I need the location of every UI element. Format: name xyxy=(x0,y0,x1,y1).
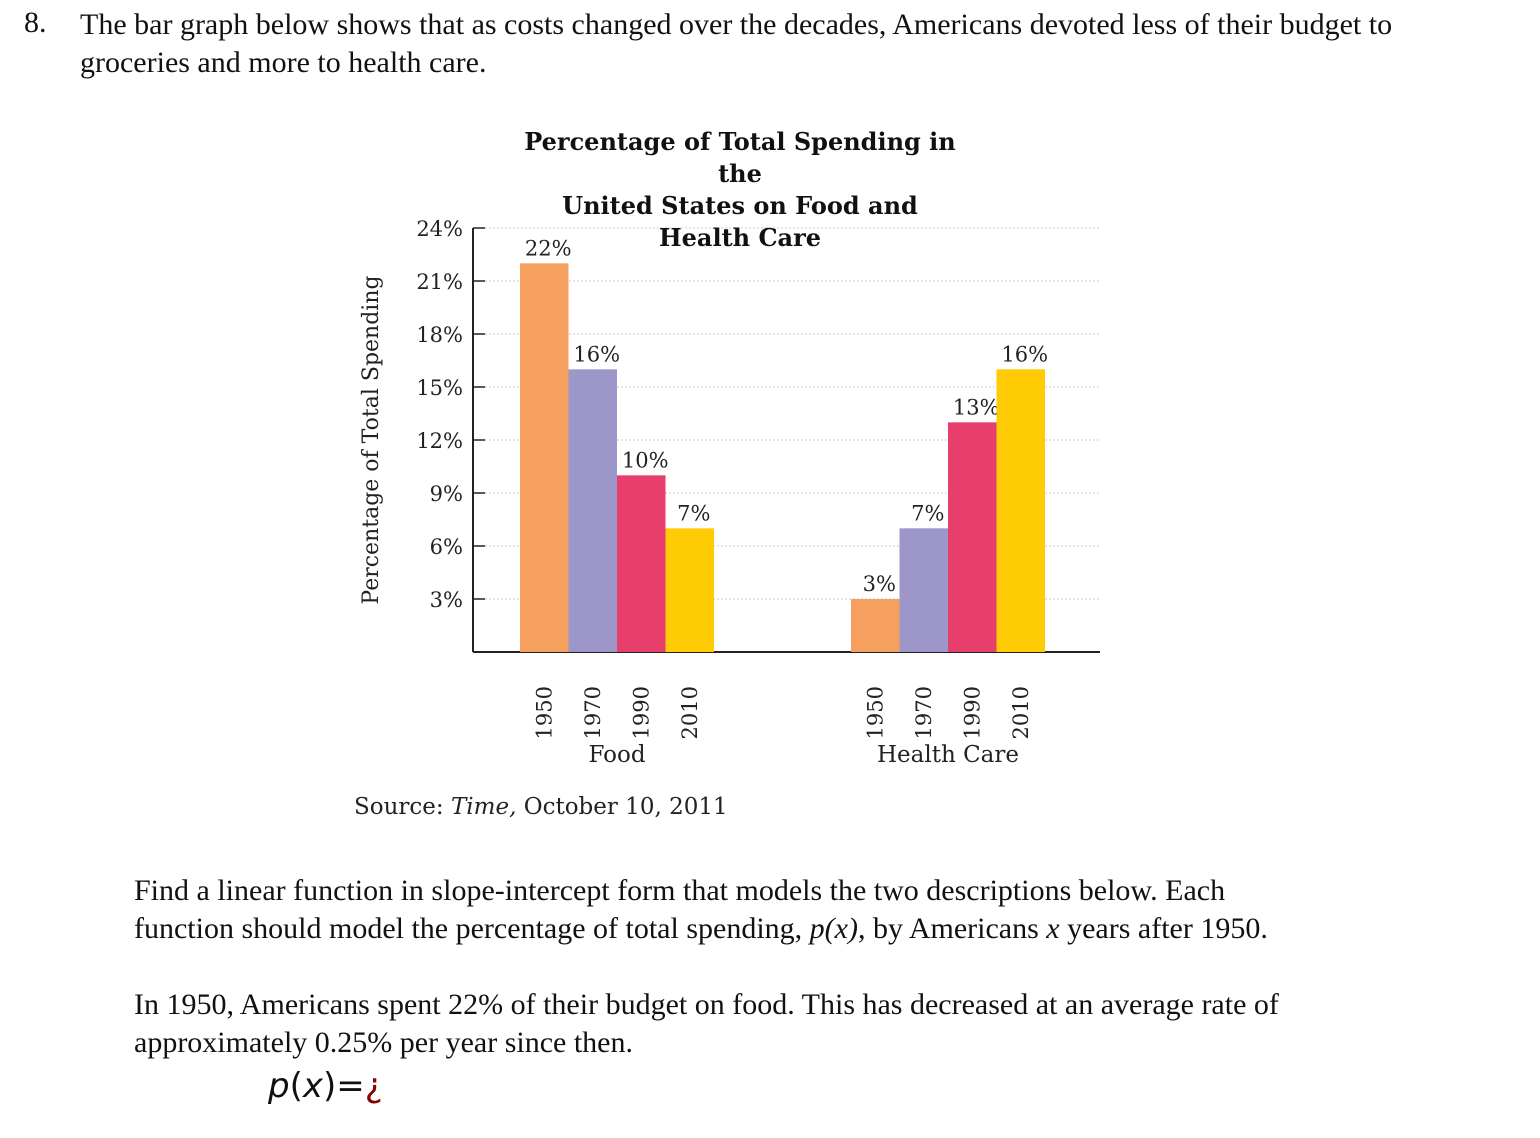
bar-value-label: 7% xyxy=(911,501,944,525)
food-description: In 1950, Americans spent 22% of their bu… xyxy=(134,986,1514,1062)
bar xyxy=(996,369,1045,652)
instructions-line2: function should model the percentage of … xyxy=(134,912,1268,945)
chart-plot: 24% 21% 18% 15% 12% 9% 6% 3% Percentage of Total… xyxy=(354,217,1100,820)
bar xyxy=(899,528,948,652)
bar-chart: Percentage of Total Spending in the Unit… xyxy=(340,120,1130,840)
x-tick-label: 1950 xyxy=(532,686,556,739)
y-tick-label: 24% xyxy=(416,217,463,241)
group-label: Health Care xyxy=(877,742,1019,768)
bar-value-label: 13% xyxy=(953,395,1000,419)
bar-value-label: 7% xyxy=(677,501,710,525)
bar-value-label: 3% xyxy=(863,572,896,596)
y-tick-label: 21% xyxy=(416,270,463,294)
function-notation: p(x) xyxy=(809,912,858,945)
answer-formula[interactable]: p(x)=¿ xyxy=(268,1066,383,1106)
x-tick-label: 1970 xyxy=(581,686,605,739)
x-tick-label: 1970 xyxy=(912,686,936,739)
question-number: 8. xyxy=(24,6,47,39)
x-tick-label: 1990 xyxy=(960,686,984,739)
instructions-line1: Find a linear function in slope-intercep… xyxy=(134,874,1226,907)
bar xyxy=(617,475,666,652)
answer-placeholder[interactable]: ¿ xyxy=(364,1066,383,1106)
chart-title-line1: Percentage of Total Spending in the xyxy=(524,127,956,188)
y-tick-label: 6% xyxy=(430,535,463,559)
chart-title: Percentage of Total Spending in the Unit… xyxy=(515,126,965,254)
y-tick-label: 12% xyxy=(416,429,463,453)
bar-value-label: 10% xyxy=(622,448,669,472)
bar xyxy=(520,263,569,652)
y-tick-label: 3% xyxy=(430,588,463,612)
variable-x: x xyxy=(1046,912,1060,945)
question-text: The bar graph below shows that as costs … xyxy=(80,8,1393,79)
instructions: Find a linear function in slope-intercep… xyxy=(134,872,1514,948)
formula-p: p xyxy=(268,1066,290,1106)
chart-title-line2: United States on Food and Health Care xyxy=(562,191,918,252)
bar xyxy=(665,528,714,652)
formula-x: x xyxy=(302,1066,323,1106)
description-line2: approximately 0.25% per year since then. xyxy=(134,1026,633,1059)
x-tick-label: 1990 xyxy=(629,686,653,739)
x-tick-label: 2010 xyxy=(1009,686,1033,739)
y-tick-label: 18% xyxy=(416,323,463,347)
bar xyxy=(568,369,617,652)
description-line1: In 1950, Americans spent 22% of their bu… xyxy=(134,988,1279,1021)
x-tick-label: 2010 xyxy=(678,686,702,739)
bar xyxy=(851,599,900,652)
bar-value-label: 16% xyxy=(573,342,620,366)
group-label: Food xyxy=(588,742,645,768)
x-tick-label: 1950 xyxy=(863,686,887,739)
y-axis-label: Percentage of Total Spending xyxy=(359,275,384,604)
y-tick-label: 15% xyxy=(416,376,463,400)
y-tick-label: 9% xyxy=(430,482,463,506)
bar-value-label: 16% xyxy=(1001,342,1048,366)
source-note: Source: Time, October 10, 2011 xyxy=(354,794,728,820)
bar-value-label: 22% xyxy=(525,236,572,260)
bar xyxy=(948,422,997,652)
